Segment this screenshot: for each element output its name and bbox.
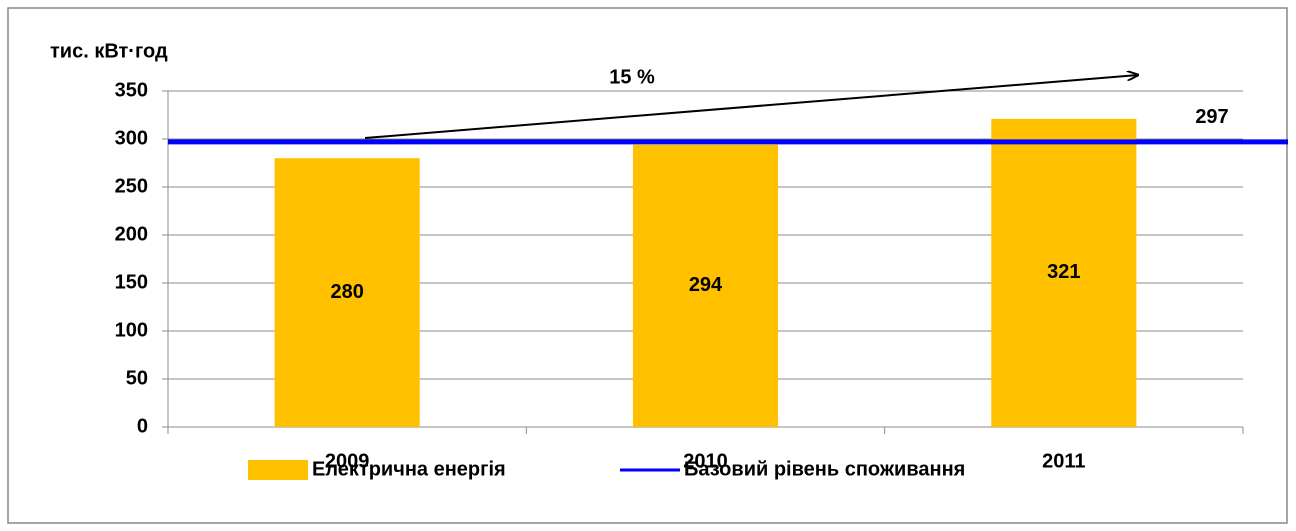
bar [274,158,420,427]
y-tick-label: 0 [137,415,148,437]
data-label: 294 [689,274,723,296]
bar [991,118,1137,427]
data-label: 297 [1195,106,1228,128]
y-tick-label: 350 [115,79,148,101]
data-label: 321 [1047,261,1080,283]
x-tick-label: 2011 [1042,450,1085,472]
legend-label: Електрична енергія [312,458,506,480]
y-tick-label: 50 [126,367,148,389]
bar [632,144,779,427]
data-label: 280 [330,281,363,303]
x-tick-label: 2010 [683,450,728,472]
y-tick-label: 250 [115,175,148,197]
annotation: 15 % [609,66,655,88]
x-tick-label: 2009 [325,450,370,472]
y-tick-label: 150 [115,271,148,293]
y-tick-label: 100 [115,319,148,341]
legend-swatch [248,460,308,480]
y-tick-label: 200 [115,223,148,245]
legend-label: Базовий рівень споживання [684,458,965,480]
y-tick-label: 300 [115,127,148,149]
y-axis-title: тис. кВт·год [50,40,168,62]
trend-arrow [364,75,1138,139]
